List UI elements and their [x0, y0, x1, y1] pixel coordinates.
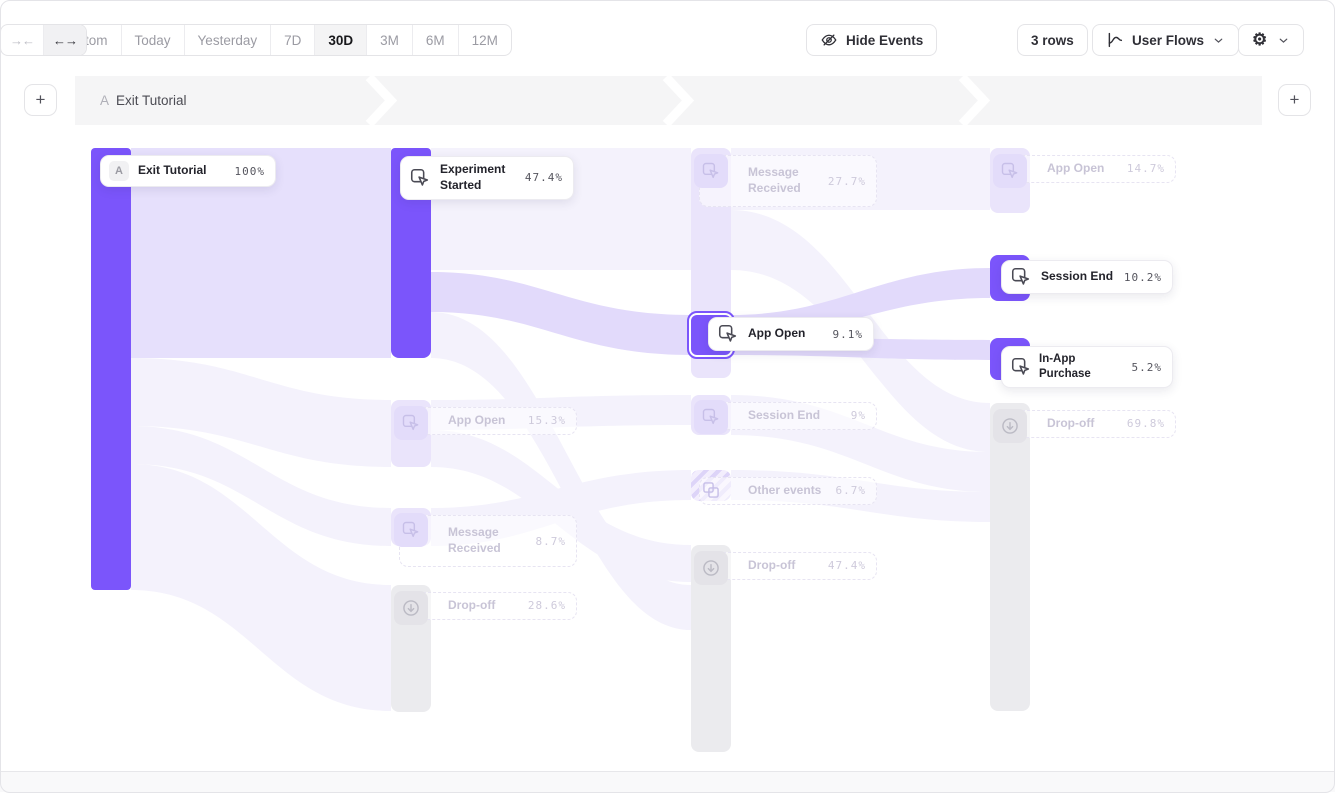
- node-bar-drop-off[interactable]: [990, 403, 1030, 711]
- rows-button[interactable]: 3 rows: [1017, 24, 1088, 56]
- date-range-12m[interactable]: 12M: [457, 25, 511, 55]
- node-card-drop-off-faded[interactable]: Drop-off 47.4%: [699, 552, 877, 580]
- expand-width-icon: ←→: [53, 32, 78, 48]
- drop-off-icon: [694, 551, 728, 585]
- add-step-left-button[interactable]: +: [24, 84, 57, 116]
- add-step-right-button[interactable]: +: [1278, 84, 1311, 116]
- step-name: Exit Tutorial: [116, 93, 187, 108]
- node-card-session-end-faded[interactable]: Session End 9%: [699, 402, 877, 430]
- click-icon: [409, 167, 431, 189]
- flow-chart-icon: [1106, 31, 1124, 49]
- collapse-width-button[interactable]: →←: [1, 25, 43, 55]
- click-icon: [394, 513, 428, 547]
- click-icon: [694, 154, 728, 188]
- node-card-drop-off-faded[interactable]: Drop-off 28.6%: [399, 592, 577, 620]
- date-range-6m[interactable]: 6M: [411, 25, 458, 55]
- view-selector-button[interactable]: User Flows: [1092, 24, 1240, 56]
- date-range-30d[interactable]: 30D: [314, 25, 367, 55]
- collapse-width-icon: →←: [10, 32, 35, 48]
- view-selector-label: User Flows: [1132, 32, 1205, 48]
- eye-off-icon: [820, 31, 838, 49]
- date-range-7d[interactable]: 7D: [270, 25, 314, 55]
- chevron-down-icon: [1212, 34, 1225, 47]
- step-title: A Exit Tutorial: [100, 76, 187, 125]
- node-card-app-open-faded[interactable]: App Open 15.3%: [399, 407, 577, 435]
- date-range-3m[interactable]: 3M: [366, 25, 412, 55]
- hide-events-button[interactable]: Hide Events: [806, 24, 938, 56]
- rows-label: 3 rows: [1031, 32, 1074, 48]
- plus-icon: +: [1289, 90, 1300, 109]
- layers-icon: [694, 473, 728, 507]
- date-range-yesterday[interactable]: Yesterday: [183, 25, 271, 55]
- node-card-message-received-faded[interactable]: Message Received 27.7%: [699, 155, 877, 207]
- node-card-session-end[interactable]: Session End 10.2%: [1001, 260, 1173, 294]
- click-icon: [717, 323, 739, 345]
- node-card-in-app-purchase[interactable]: In-App Purchase 5.2%: [1001, 346, 1173, 389]
- node-card-drop-off-faded[interactable]: Drop-off 69.8%: [998, 410, 1176, 438]
- step-separator-chevrons: [365, 76, 991, 125]
- plus-icon: +: [35, 90, 46, 109]
- event-badge: A: [109, 161, 129, 181]
- click-icon: [1010, 266, 1032, 288]
- footer-strip: [0, 771, 1335, 792]
- click-icon: [1010, 356, 1032, 378]
- click-icon: [694, 400, 728, 434]
- gear-icon: ⚙: [1252, 30, 1268, 49]
- hide-events-label: Hide Events: [846, 32, 924, 48]
- date-range-selector: Custom Today Yesterday 7D 30D 3M 6M 12M: [24, 24, 512, 56]
- chevron-down-icon: [1277, 34, 1290, 47]
- node-card-exit-tutorial[interactable]: A Exit Tutorial 100%: [100, 155, 276, 187]
- drop-off-icon: [993, 409, 1027, 443]
- settings-button[interactable]: ⚙: [1238, 24, 1305, 56]
- node-card-experiment-started[interactable]: Experiment Started 47.4%: [400, 156, 574, 200]
- node-bar-exit-tutorial[interactable]: [91, 148, 131, 590]
- step-badge: A: [100, 93, 110, 108]
- node-card-app-open[interactable]: App Open 9.1%: [708, 317, 874, 351]
- click-icon: [394, 406, 428, 440]
- click-icon: [993, 154, 1027, 188]
- date-range-today[interactable]: Today: [120, 25, 184, 55]
- node-card-other-events-faded[interactable]: Other events 6.7%: [699, 477, 877, 505]
- node-card-message-received-faded[interactable]: Message Received 8.7%: [399, 515, 577, 567]
- drop-off-icon: [394, 591, 428, 625]
- expand-width-button[interactable]: ←→: [43, 25, 86, 55]
- column-width-toggle: →← ←→: [0, 24, 87, 56]
